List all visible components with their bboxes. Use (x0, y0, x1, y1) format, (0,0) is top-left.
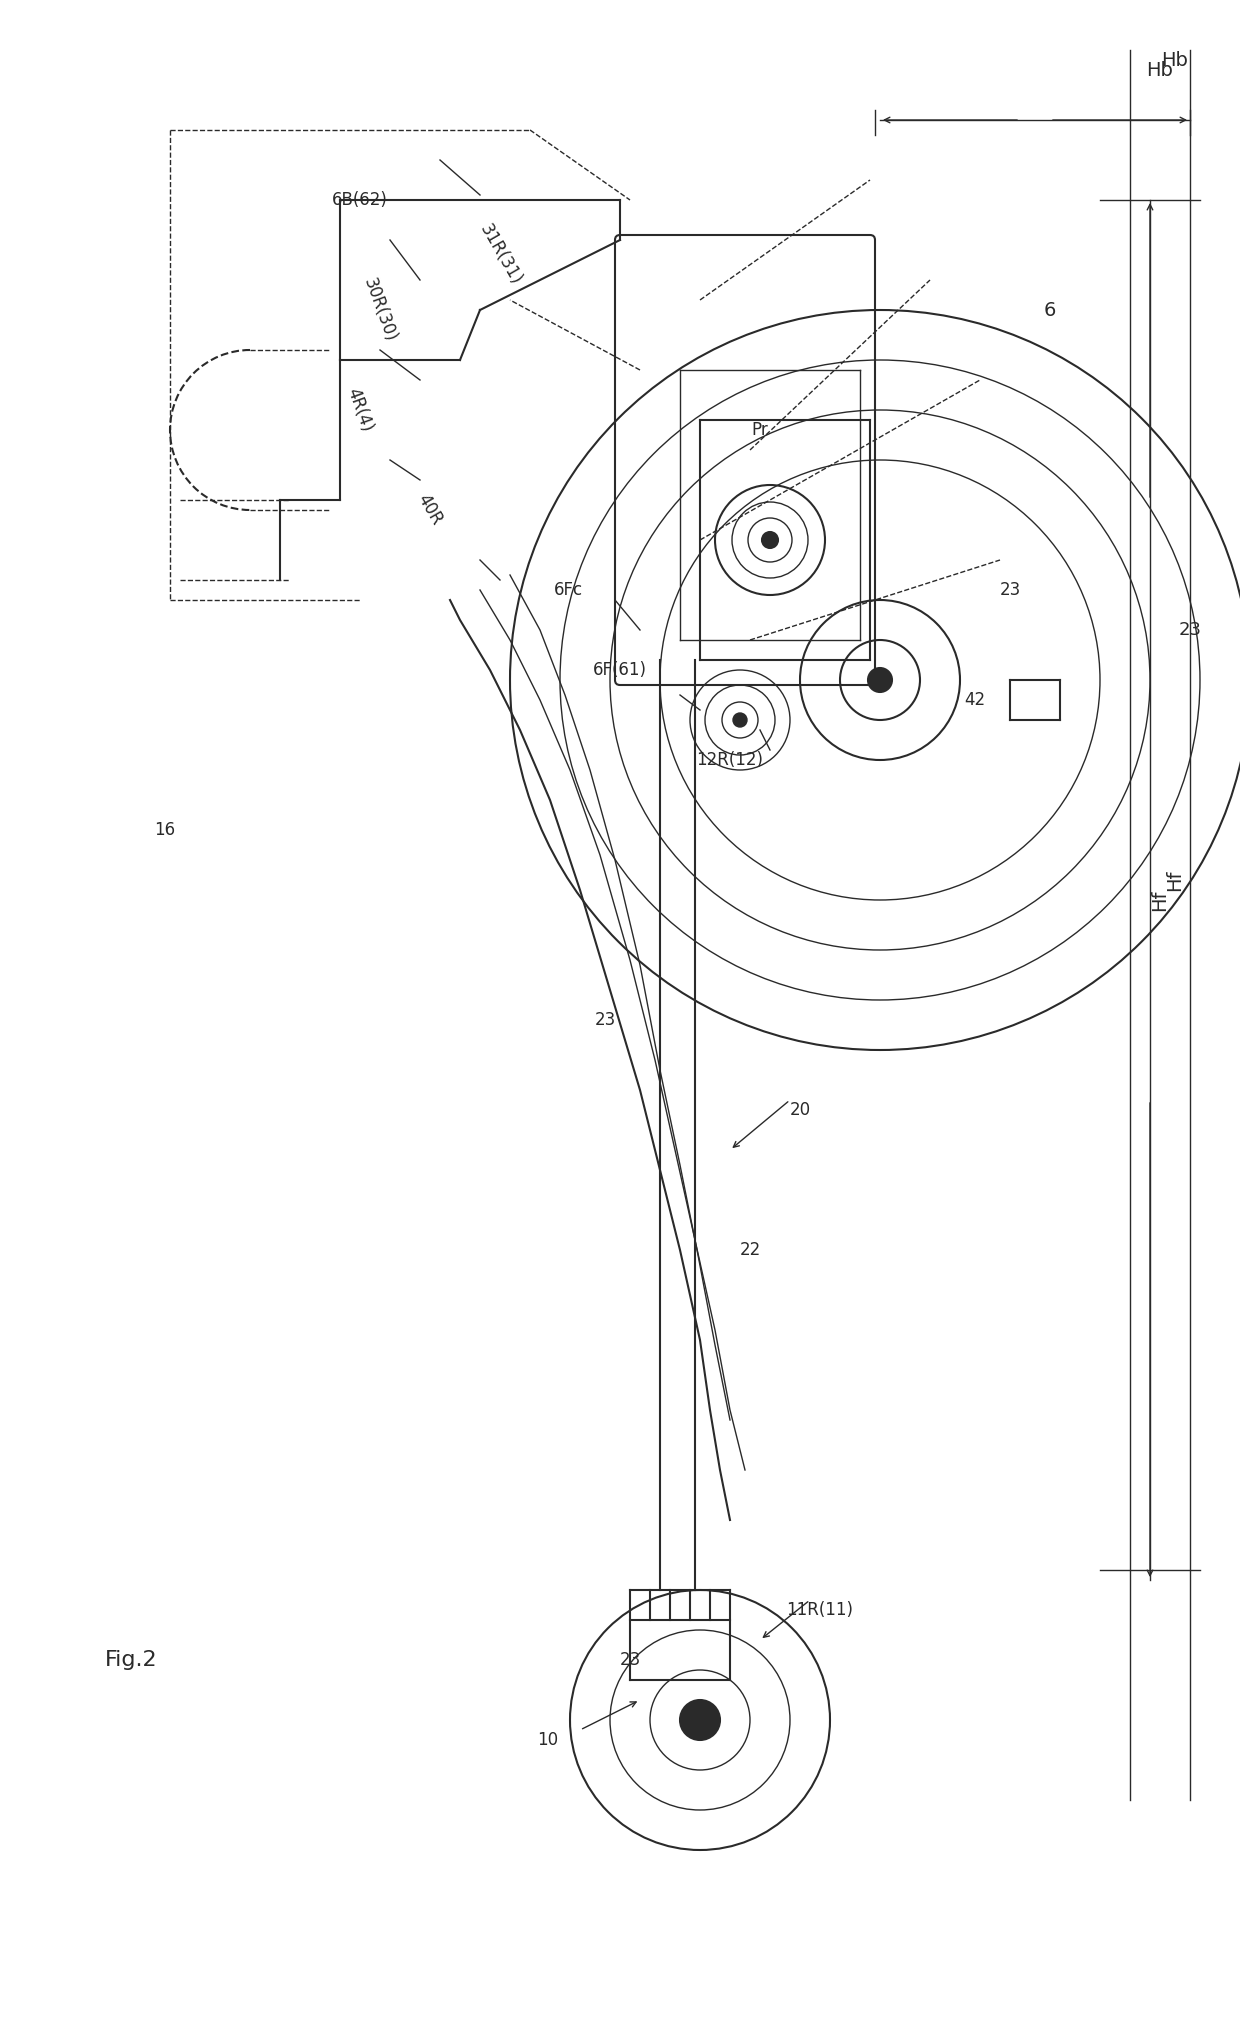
Text: 6B(62): 6B(62) (332, 192, 388, 208)
Text: 16: 16 (155, 821, 176, 839)
Circle shape (868, 669, 892, 691)
Text: 6F(61): 6F(61) (593, 661, 647, 679)
Text: Hf: Hf (1166, 869, 1184, 891)
Text: 20: 20 (790, 1101, 811, 1120)
Text: 31R(31): 31R(31) (475, 222, 525, 289)
Text: Pr: Pr (751, 420, 769, 439)
Text: 23: 23 (999, 580, 1021, 598)
Text: 23: 23 (619, 1651, 641, 1669)
Text: 23: 23 (594, 1010, 615, 1029)
Text: 6Fc: 6Fc (553, 580, 583, 598)
Text: Hb: Hb (1147, 61, 1173, 79)
Text: 10: 10 (537, 1732, 558, 1748)
Text: 6: 6 (1044, 301, 1056, 319)
Circle shape (733, 713, 746, 728)
Text: Fig.2: Fig.2 (105, 1649, 157, 1669)
Text: 30R(30): 30R(30) (360, 275, 399, 344)
Circle shape (763, 532, 777, 548)
Text: 12R(12): 12R(12) (697, 752, 764, 770)
Text: 22: 22 (739, 1241, 760, 1259)
Text: 42: 42 (965, 691, 986, 709)
Text: 11R(11): 11R(11) (786, 1601, 853, 1619)
Circle shape (680, 1700, 720, 1740)
Text: 23: 23 (1178, 620, 1202, 639)
Text: Hb: Hb (1162, 51, 1188, 69)
Text: 4R(4): 4R(4) (343, 386, 376, 435)
Text: 40R: 40R (414, 491, 446, 530)
Text: Hf: Hf (1151, 889, 1169, 911)
